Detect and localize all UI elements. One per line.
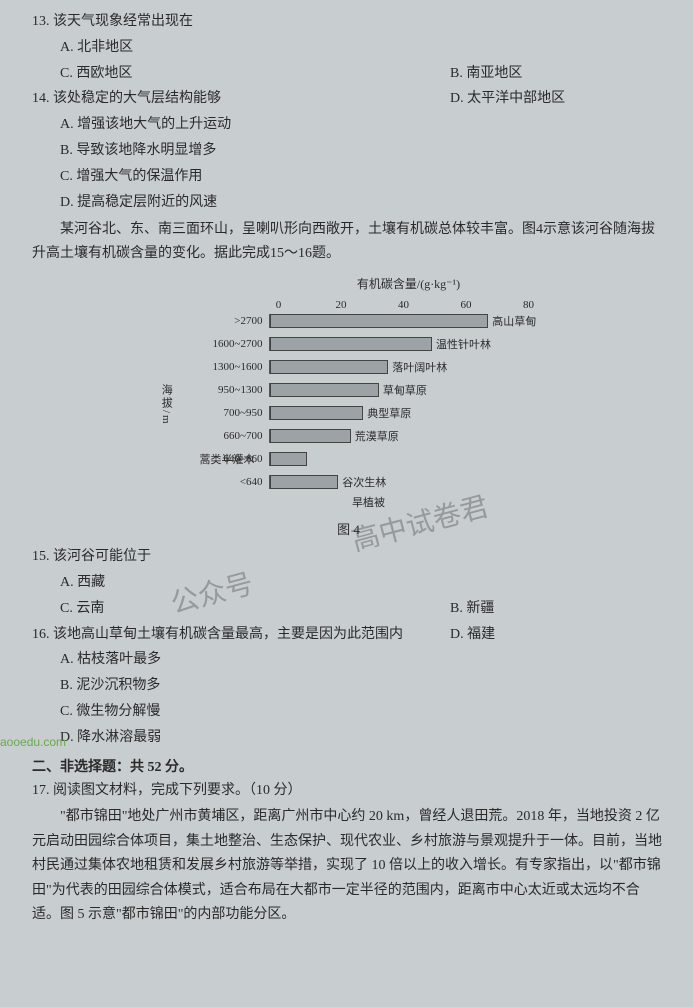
- chart-title: 有机碳含量/(g·kg⁻¹): [279, 274, 539, 294]
- chart-bar-fill: [270, 383, 379, 397]
- chart-bar-label: 谷次生林: [342, 474, 386, 493]
- chart-bar-row: 1600~2700 温性针叶林: [159, 333, 539, 355]
- chart-bar-fill: [270, 475, 339, 489]
- chart-xtick: 20: [336, 296, 347, 315]
- q16-opt-b: B. 泥沙沉积物多: [32, 674, 665, 698]
- chart-bar-label: 温性针叶林: [436, 336, 491, 355]
- chart-bar-fill: [270, 452, 308, 466]
- q13-opt-d: D. 太平洋中部地区: [422, 87, 565, 111]
- q16-stem: 16. 该地高山草甸土壤有机碳含量最高，主要是因为此范围内: [32, 623, 665, 647]
- chart-xtick: 40: [398, 296, 409, 315]
- chart-bars: >2700 高山草甸 1600~2700 温性针叶林 1300~1600 落叶阔叶林950…: [159, 310, 539, 493]
- chart-bar-fill: [270, 429, 351, 443]
- chart-bar-category: <640: [159, 473, 269, 492]
- q16-opt-c: C. 微生物分解慢: [32, 700, 665, 724]
- chart-bar-fill: [270, 314, 489, 328]
- q17-stem: 17. 阅读图文材料，完成下列要求。（10 分）: [32, 779, 665, 803]
- section-2-heading: 二、非选择题：共 52 分。: [32, 756, 665, 780]
- q14-opt-d: D. 提高稳定层附近的风速: [32, 191, 665, 215]
- q15-opt-d: D. 福建: [422, 623, 495, 647]
- q14-opt-a: A. 增强该地大气的上升运动: [32, 113, 665, 137]
- chart-bar-label: 高山草甸: [492, 313, 536, 332]
- chart-xtick: 80: [523, 296, 534, 315]
- q13-opt-c: C. 西欧地区: [32, 62, 665, 86]
- chart-bar-category: >2700: [159, 312, 269, 331]
- chart-bar-label: 典型草原: [367, 405, 411, 424]
- chart-y-axis-label: 海拔/m: [157, 384, 176, 426]
- q14-opt-c: C. 增强大气的保温作用: [32, 165, 665, 189]
- chart-bar-row: 660~700 荒漠草原: [159, 425, 539, 447]
- q15-stem: 15. 该河谷可能位于: [32, 545, 665, 569]
- chart-bar-label: 草甸草原: [383, 382, 427, 401]
- q17-body-text: "都市锦田"地处广州市黄埔区，距离广州市中心约 20 km，曾经人退田荒。201…: [32, 805, 665, 928]
- chart-bar-row: <640 谷次生林: [159, 471, 539, 493]
- q14-stem: 14. 该处稳定的大气层结构能够: [32, 87, 665, 111]
- chart-fig4: 有机碳含量/(g·kg⁻¹) 020406080 海拔/m >2700高山草甸1…: [159, 274, 539, 541]
- chart-bar-label: 蒿类半灌木: [200, 451, 255, 470]
- chart-caption: 图 4: [159, 519, 539, 541]
- chart-bottom-note: 旱植被: [199, 494, 539, 513]
- site-watermark: aooedu.com: [0, 732, 66, 752]
- chart-bar-row: 640~660蒿类半灌木: [159, 448, 539, 470]
- q16-opt-d: D. 降水淋溶最弱: [32, 726, 665, 750]
- q14-opt-b: B. 导致该地降水明显增多: [32, 139, 665, 163]
- chart-xtick: 60: [461, 296, 472, 315]
- chart-bar-category: 660~700: [159, 427, 269, 446]
- chart-xtick: 0: [276, 296, 282, 315]
- chart-bar-fill: [270, 406, 364, 420]
- chart-x-axis: 020406080: [279, 296, 529, 310]
- q15-opt-a: A. 西藏: [32, 571, 665, 595]
- chart-bar-row: 950~1300草甸草原: [159, 379, 539, 401]
- q15-opt-c: C. 云南: [32, 597, 665, 621]
- chart-bar-category: 1600~2700: [159, 335, 269, 354]
- chart-bar-row: >2700 高山草甸: [159, 310, 539, 332]
- chart-bar-fill: [270, 337, 433, 351]
- q17-body: "都市锦田"地处广州市黄埔区，距离广州市中心约 20 km，曾经人退田荒。201…: [32, 805, 665, 928]
- passage-15-16: 某河谷北、东、南三面环山，呈喇叭形向西敞开，土壤有机碳总体较丰富。图4示意该河谷…: [32, 218, 665, 266]
- chart-bar-row: 700~950典型草原: [159, 402, 539, 424]
- chart-bar-row: 1300~1600 落叶阔叶林: [159, 356, 539, 378]
- q13-stem: 13. 该天气现象经常出现在: [32, 10, 665, 34]
- chart-bar-fill: [270, 360, 389, 374]
- q13-opt-a: A. 北非地区: [32, 36, 665, 60]
- chart-bar-label: 荒漠草原: [355, 428, 399, 447]
- chart-bar-category: 1300~1600: [159, 358, 269, 377]
- chart-bar-label: 落叶阔叶林: [392, 359, 447, 378]
- q16-opt-a: A. 枯枝落叶最多: [32, 648, 665, 672]
